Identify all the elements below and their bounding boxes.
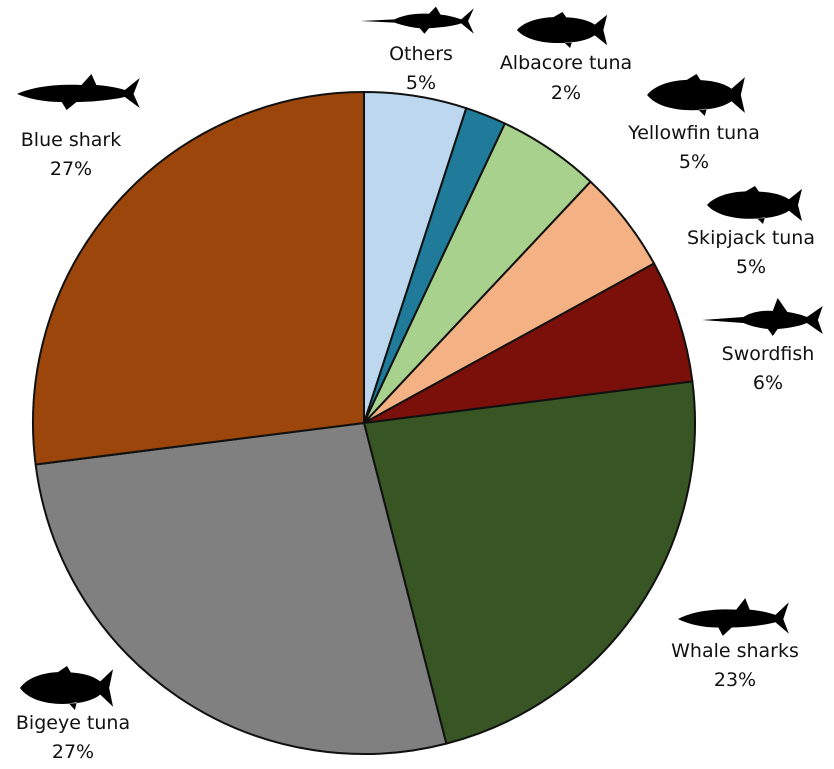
pie-slice-bigeye-tuna	[34, 422, 448, 755]
percent-whale-sharks: 23%	[714, 669, 756, 691]
albacore-tuna-tuna-icon	[516, 12, 608, 48]
label-bigeye-tuna: Bigeye tuna	[16, 712, 130, 734]
label-others: Others	[389, 43, 453, 65]
percent-bigeye-tuna: 27%	[52, 741, 94, 763]
slice-labels: Others 5% Albacore tuna 2% Yellowfin tuna 5% S…	[16, 43, 815, 763]
pie-slice-swordfish	[363, 262, 694, 424]
pie-slice-blue-shark	[32, 91, 365, 466]
percent-swordfish: 6%	[753, 372, 783, 394]
pie-slices	[32, 91, 696, 755]
percent-blue-shark: 27%	[50, 158, 92, 180]
percent-albacore-tuna: 2%	[551, 82, 581, 104]
blue-shark-shark-icon	[17, 74, 140, 110]
percent-others: 5%	[406, 72, 436, 94]
label-yellowfin-tuna: Yellowfin tuna	[627, 122, 760, 144]
skipjack-tuna-tuna-icon	[707, 186, 802, 224]
label-albacore-tuna: Albacore tuna	[500, 52, 632, 74]
percent-skipjack-tuna: 5%	[736, 256, 766, 278]
whale-sharks-shark-icon	[678, 598, 789, 636]
swordfish-swordfish-icon	[702, 298, 823, 336]
yellowfin-tuna-tuna-icon	[647, 74, 745, 116]
fish-icons	[17, 6, 823, 710]
label-whale-sharks: Whale sharks	[671, 640, 799, 662]
bigeye-tuna-tuna-icon	[19, 666, 114, 710]
label-skipjack-tuna: Skipjack tuna	[687, 227, 815, 249]
percent-yellowfin-tuna: 5%	[679, 151, 709, 173]
label-swordfish: Swordfish	[722, 343, 815, 365]
pie-slice-whale-sharks	[363, 380, 696, 745]
others-billfish-icon	[360, 6, 474, 34]
label-blue-shark: Blue shark	[21, 129, 121, 151]
